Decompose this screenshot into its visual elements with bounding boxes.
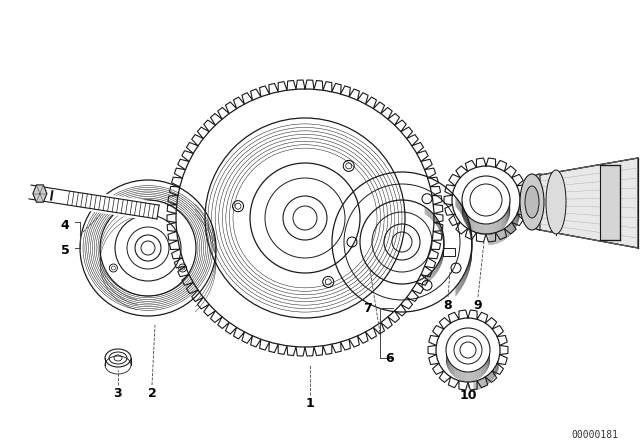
Text: 9: 9 xyxy=(474,298,483,311)
Text: 00000181: 00000181 xyxy=(572,430,618,440)
Ellipse shape xyxy=(520,174,544,230)
Text: 4: 4 xyxy=(61,219,69,232)
Text: 10: 10 xyxy=(460,388,477,401)
Polygon shape xyxy=(540,158,638,248)
Text: 8: 8 xyxy=(444,298,452,311)
Text: 5: 5 xyxy=(61,244,69,257)
Text: 3: 3 xyxy=(114,387,122,400)
Polygon shape xyxy=(600,165,620,240)
Text: 1: 1 xyxy=(306,396,314,409)
Ellipse shape xyxy=(532,186,548,218)
Polygon shape xyxy=(33,185,47,202)
Ellipse shape xyxy=(526,174,554,230)
Ellipse shape xyxy=(546,170,566,234)
Text: 7: 7 xyxy=(363,302,371,314)
Text: 6: 6 xyxy=(386,352,394,365)
Text: 2: 2 xyxy=(148,387,156,400)
Ellipse shape xyxy=(525,186,539,218)
